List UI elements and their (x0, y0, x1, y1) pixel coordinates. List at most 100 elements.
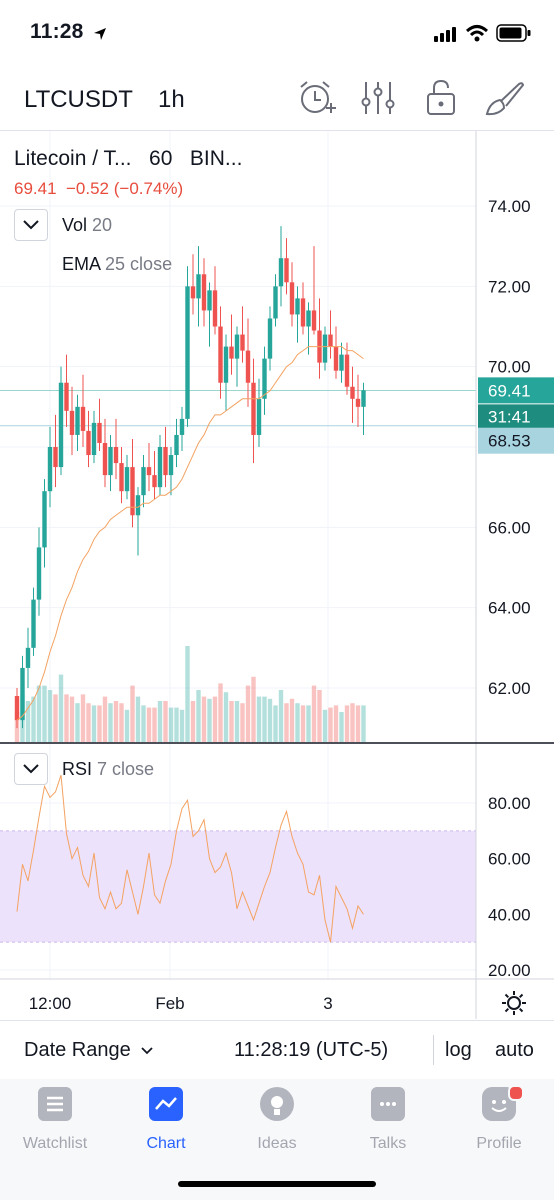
notification-badge (508, 1085, 524, 1101)
candle-body (113, 447, 119, 464)
tab-profile[interactable]: Profile (444, 1085, 554, 1157)
volume-bar (174, 707, 179, 742)
volume-bar (262, 696, 267, 742)
candle-body (306, 310, 311, 327)
candle-body (355, 398, 361, 407)
candle-body (135, 495, 141, 516)
candle-body (157, 447, 163, 488)
volume-bar (245, 685, 251, 742)
candle-body (53, 447, 58, 468)
vol-study-param: 20 (92, 215, 113, 235)
ema-study-label[interactable]: EMA 25 close (62, 254, 172, 275)
crosshair-price-label: 68.53 (488, 432, 531, 451)
chart-toolbar: LTCUSDT 1h (0, 66, 554, 131)
interval-selector[interactable]: 1h (158, 86, 185, 113)
tab-chart[interactable]: Chart (111, 1087, 221, 1157)
candle-body (190, 286, 196, 299)
volume-bar (130, 685, 135, 742)
candle-body (58, 382, 64, 468)
location-arrow-icon (94, 28, 106, 40)
rsi-line (16, 775, 364, 943)
tab-ideas[interactable]: Ideas (222, 1087, 332, 1157)
chart-icon (149, 1087, 183, 1121)
candle-body (119, 463, 124, 492)
date-range-button[interactable]: Date Range (24, 1039, 154, 1062)
volume-bar (53, 694, 58, 742)
time-tick-label: 12:00 (29, 994, 72, 1013)
candle-body (240, 334, 245, 351)
volume-bar (284, 703, 289, 742)
candle-body (102, 442, 108, 476)
volume-bar (119, 703, 124, 742)
collapse-studies-button[interactable] (14, 209, 48, 241)
volume-bar (163, 701, 168, 742)
auto-scale-toggle[interactable]: auto (495, 1039, 534, 1061)
candle-body (278, 258, 284, 287)
candle-body (141, 467, 146, 496)
tab-watchlist[interactable]: Watchlist (0, 1087, 110, 1157)
vol-study-label[interactable]: Vol 20 (62, 215, 112, 236)
volume-bar (229, 701, 234, 742)
candle-body (262, 358, 267, 399)
volume-bar (97, 705, 102, 742)
alarm-add-icon[interactable] (296, 78, 338, 118)
volume-bar (64, 694, 69, 742)
lightbulb-icon (260, 1087, 294, 1121)
candle-body (295, 298, 300, 315)
rsi-tick-label: 20.00 (488, 961, 531, 980)
candle-body (75, 406, 80, 435)
volume-bar (75, 703, 80, 742)
volume-bar (207, 698, 212, 742)
volume-bar (91, 705, 97, 742)
candle-body (20, 667, 25, 721)
volume-bar (42, 685, 47, 742)
candle-body (322, 334, 328, 363)
candle-body (25, 647, 31, 668)
candle-body (229, 346, 234, 359)
chevron-down-icon (23, 220, 39, 230)
rsi-study-label[interactable]: RSI 7 close (62, 759, 154, 780)
volume-bar (256, 696, 262, 742)
volume-bar (69, 696, 75, 742)
volume-bar (179, 709, 185, 742)
rsi-tick-label: 40.00 (488, 905, 531, 924)
symbol-selector[interactable]: LTCUSDT (24, 86, 133, 113)
chart-bottom-bar: Date Range 11:28:19 (UTC-5) log auto (0, 1020, 554, 1080)
indicators-sliders-icon[interactable] (358, 78, 400, 118)
wifi-icon (465, 25, 489, 42)
volume-bar (361, 705, 366, 742)
volume-bar (251, 676, 256, 742)
symbol-legend[interactable]: Litecoin / T... 60 BIN... (14, 147, 242, 171)
drawing-brush-icon[interactable] (484, 78, 526, 118)
candle-body (179, 418, 185, 435)
home-indicator (178, 1181, 376, 1187)
time-tick-label: Feb (155, 994, 184, 1013)
volume-bar (306, 705, 311, 742)
price-tick-label: 72.00 (488, 277, 531, 296)
price-tick-label: 64.00 (488, 599, 531, 618)
candle-body (256, 398, 262, 435)
chart-settings-gear-icon[interactable] (500, 989, 528, 1017)
time-tick-label: 3 (323, 994, 332, 1013)
candle-body (80, 406, 86, 431)
collapse-rsi-button[interactable] (14, 753, 48, 785)
volume-bar (212, 696, 218, 742)
date-range-label: Date Range (24, 1039, 131, 1061)
volume-bar (47, 690, 53, 742)
tab-talks[interactable]: Talks (333, 1087, 443, 1157)
ema-line (16, 346, 364, 721)
status-time: 11:28 (30, 20, 84, 43)
volume-bar (355, 705, 361, 742)
ema-study-name: EMA (62, 254, 101, 274)
log-scale-toggle[interactable]: log (445, 1039, 472, 1061)
candle-body (69, 410, 75, 435)
candle-body (91, 422, 97, 456)
candle-body (146, 467, 152, 476)
volume-bar (135, 696, 141, 742)
volume-bar (311, 685, 317, 742)
unlock-icon[interactable] (421, 78, 463, 118)
rsi-band (0, 830, 476, 943)
volume-bar (223, 692, 229, 742)
